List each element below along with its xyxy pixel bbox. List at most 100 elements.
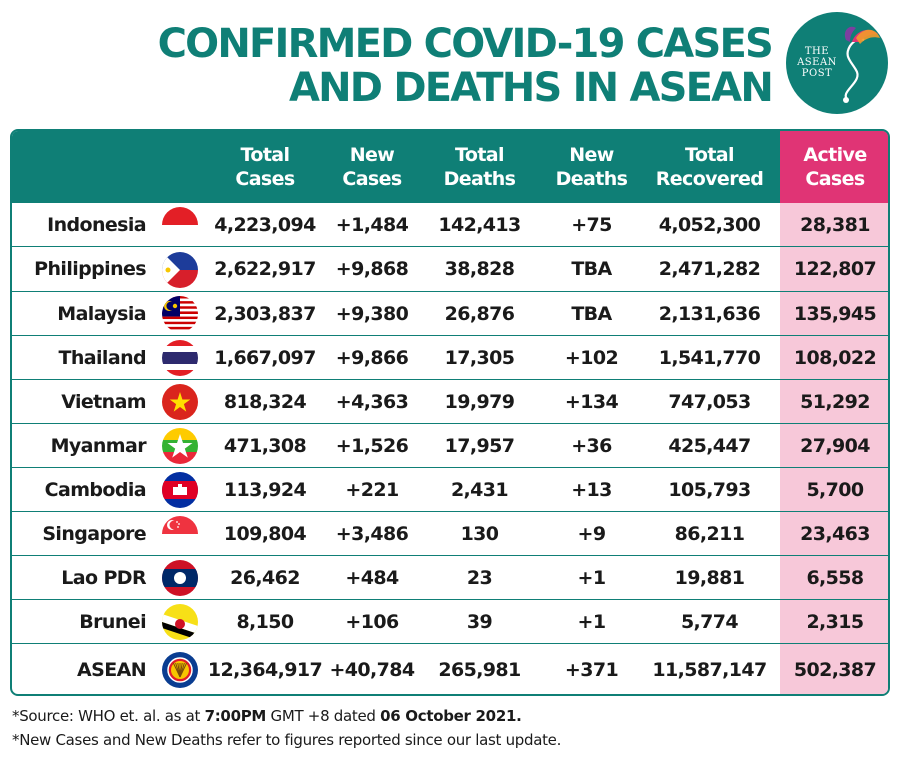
page-title: CONFIRMED COVID-19 CASES AND DEATHS IN A… <box>157 21 774 110</box>
total-cases-cell: 818,324 <box>223 391 307 413</box>
new-cases-cell: +4,363 <box>335 391 409 413</box>
active-cases-header-bg <box>780 131 888 203</box>
total-recovered-cell: 4,052,300 <box>658 214 761 236</box>
table-row: Lao PDR 26,462 +484 23 +1 19,881 6,558 <box>12 556 888 600</box>
new-cases-cell: +1,484 <box>335 214 409 236</box>
total-cases-cell: 2,622,917 <box>214 258 316 280</box>
active-cases-cell: 108,022 <box>793 347 877 369</box>
total-deaths-cell: 19,979 <box>444 391 515 413</box>
title-line-1: CONFIRMED COVID-19 CASES <box>157 21 774 67</box>
active-cases-cell: 6,558 <box>806 567 864 589</box>
total-deaths-cell: 17,305 <box>444 347 515 369</box>
total-cases-cell: 26,462 <box>230 567 300 589</box>
philippines-flag-icon <box>162 251 198 288</box>
new-cases-cell: +9,866 <box>335 347 409 369</box>
cambodia-flag-icon <box>162 472 198 508</box>
new-cases-cell: +221 <box>345 479 399 501</box>
new-deaths-cell: TBA <box>571 258 612 280</box>
country-name: Thailand <box>58 347 147 369</box>
country-name: ASEAN <box>77 659 147 681</box>
country-name: Indonesia <box>47 214 147 236</box>
total-cases-cell: 12,364,917 <box>207 659 323 681</box>
laos-flag-icon <box>162 560 198 596</box>
asean-flag-icon <box>162 652 198 688</box>
total-cases-cell: 4,223,094 <box>214 214 316 236</box>
new-cases-cell: +9,868 <box>335 258 409 280</box>
active-cases-cell: 122,807 <box>793 258 877 280</box>
new-deaths-cell: TBA <box>571 303 612 325</box>
table-row: Vietnam 818,324 +4,363 19,979 +134 747,053 51,… <box>12 380 888 424</box>
table-row: Indonesia 4,223,094 +1,484 142,413 +75 4,052,… <box>12 203 888 247</box>
total-deaths-cell: 23 <box>466 567 493 589</box>
column-header-total-deaths: Total Deaths <box>443 144 516 190</box>
new-deaths-cell: +1 <box>577 567 607 589</box>
active-cases-cell: 51,292 <box>800 391 870 413</box>
column-header-active-cases: Active Cases <box>803 144 867 190</box>
active-cases-cell: 135,945 <box>793 303 877 325</box>
active-cases-cell: 502,387 <box>793 659 877 681</box>
country-name: Cambodia <box>44 479 147 501</box>
total-recovered-cell: 2,131,636 <box>658 303 761 325</box>
total-deaths-cell: 130 <box>460 523 499 545</box>
active-cases-cell: 28,381 <box>800 214 870 236</box>
new-deaths-cell: +134 <box>564 391 619 413</box>
new-cases-cell: +3,486 <box>335 523 409 545</box>
country-name: Vietnam <box>61 391 146 413</box>
active-cases-cell: 27,904 <box>800 435 870 457</box>
active-cases-cell: 5,700 <box>806 479 864 501</box>
country-name: Malaysia <box>57 303 146 325</box>
table-row: Thailand 1,667,097 +9,866 17,305 +102 1,541,7… <box>12 336 888 380</box>
new-deaths-cell: +75 <box>571 214 612 236</box>
table-header <box>12 131 888 203</box>
new-deaths-cell: +9 <box>577 523 607 545</box>
thailand-flag-icon <box>162 340 198 376</box>
column-header-total-recovered: Total Recovered <box>655 144 764 190</box>
total-recovered-cell: 1,541,770 <box>658 347 761 369</box>
table-row: ASEAN 12,364,917 +40,784 265,981 +371 11,587,… <box>12 644 888 694</box>
new-deaths-cell: +36 <box>571 435 612 457</box>
total-recovered-cell: 747,053 <box>668 391 751 413</box>
total-deaths-cell: 38,828 <box>444 258 515 280</box>
active-cases-cell: 23,463 <box>800 523 870 545</box>
column-header-total-cases: Total Cases <box>235 144 295 190</box>
asean-post-logo: THE ASEAN POST <box>786 12 888 114</box>
new-cases-cell: +9,380 <box>335 303 409 325</box>
active-cases-column-bg <box>780 203 888 694</box>
total-recovered-cell: 19,881 <box>674 567 745 589</box>
total-recovered-cell: 105,793 <box>668 479 751 501</box>
total-deaths-cell: 17,957 <box>444 435 515 457</box>
logo-text: THE ASEAN POST <box>797 46 837 79</box>
total-deaths-cell: 2,431 <box>450 479 509 501</box>
new-deaths-cell: +371 <box>564 659 619 681</box>
myanmar-flag-icon <box>162 428 198 464</box>
table-row: Singapore 109,804 +3,486 130 +9 86,211 23,463 <box>12 512 888 556</box>
footnote-note: *New Cases and New Deaths refer to figur… <box>12 731 562 749</box>
new-deaths-cell: +1 <box>577 611 607 633</box>
footnote-source: *Source: WHO et. al. as at 7:00PM GMT +8… <box>12 707 522 725</box>
country-name: Brunei <box>79 611 146 633</box>
new-deaths-cell: +102 <box>564 347 619 369</box>
table-row: Myanmar 471,308 +1,526 17,957 +36 425,447 27,9… <box>12 424 888 468</box>
vietnam-flag-icon <box>162 384 198 420</box>
column-header-new-deaths: New Deaths <box>555 144 628 190</box>
new-cases-cell: +1,526 <box>335 435 409 457</box>
new-cases-cell: +484 <box>345 567 399 589</box>
malaysia-flag-icon <box>162 296 198 332</box>
total-recovered-cell: 86,211 <box>674 523 745 545</box>
country-name: Myanmar <box>50 435 147 457</box>
total-cases-cell: 109,804 <box>223 523 307 545</box>
table-row: Cambodia 113,924 +221 2,431 +13 105,793 5,700 <box>12 468 888 512</box>
singapore-flag-icon <box>162 516 198 552</box>
total-recovered-cell: 11,587,147 <box>652 659 767 681</box>
country-name: Singapore <box>42 523 146 545</box>
column-header-new-cases: New Cases <box>342 144 402 190</box>
total-recovered-cell: 425,447 <box>668 435 751 457</box>
new-cases-cell: +106 <box>345 611 399 633</box>
total-cases-cell: 8,150 <box>236 611 294 633</box>
total-cases-cell: 2,303,837 <box>214 303 316 325</box>
total-recovered-cell: 2,471,282 <box>658 258 761 280</box>
total-cases-cell: 113,924 <box>223 479 307 501</box>
total-deaths-cell: 26,876 <box>444 303 515 325</box>
total-cases-cell: 1,667,097 <box>214 347 316 369</box>
country-name: Lao PDR <box>61 567 146 589</box>
